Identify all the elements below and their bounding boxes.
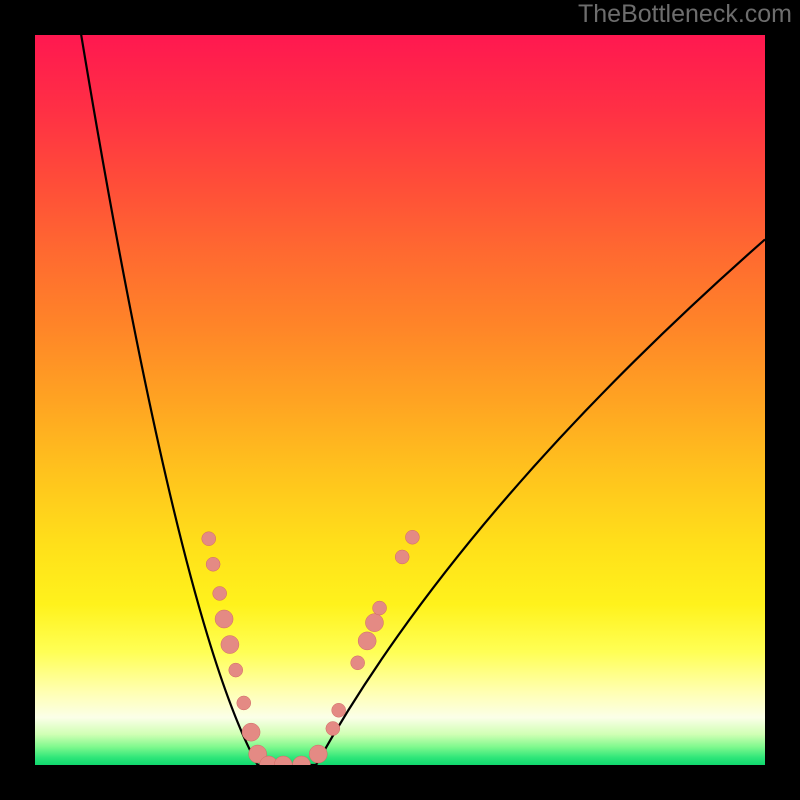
data-marker xyxy=(292,756,310,774)
data-marker xyxy=(213,586,227,600)
data-marker xyxy=(395,550,409,564)
chart-container: TheBottleneck.com xyxy=(0,0,800,800)
data-marker xyxy=(242,723,260,741)
data-marker xyxy=(202,532,216,546)
data-marker xyxy=(373,601,387,615)
plot-background xyxy=(35,35,765,765)
data-marker xyxy=(206,557,220,571)
data-marker xyxy=(358,632,376,650)
data-marker xyxy=(326,722,340,736)
data-marker xyxy=(221,636,239,654)
data-marker xyxy=(405,530,419,544)
data-marker xyxy=(309,745,327,763)
data-marker xyxy=(351,656,365,670)
data-marker xyxy=(274,756,292,774)
bottleneck-chart xyxy=(0,0,800,800)
data-marker xyxy=(237,696,251,710)
data-marker xyxy=(229,663,243,677)
data-marker xyxy=(365,614,383,632)
data-marker xyxy=(215,610,233,628)
data-marker xyxy=(332,703,346,717)
watermark-text: TheBottleneck.com xyxy=(578,0,792,29)
